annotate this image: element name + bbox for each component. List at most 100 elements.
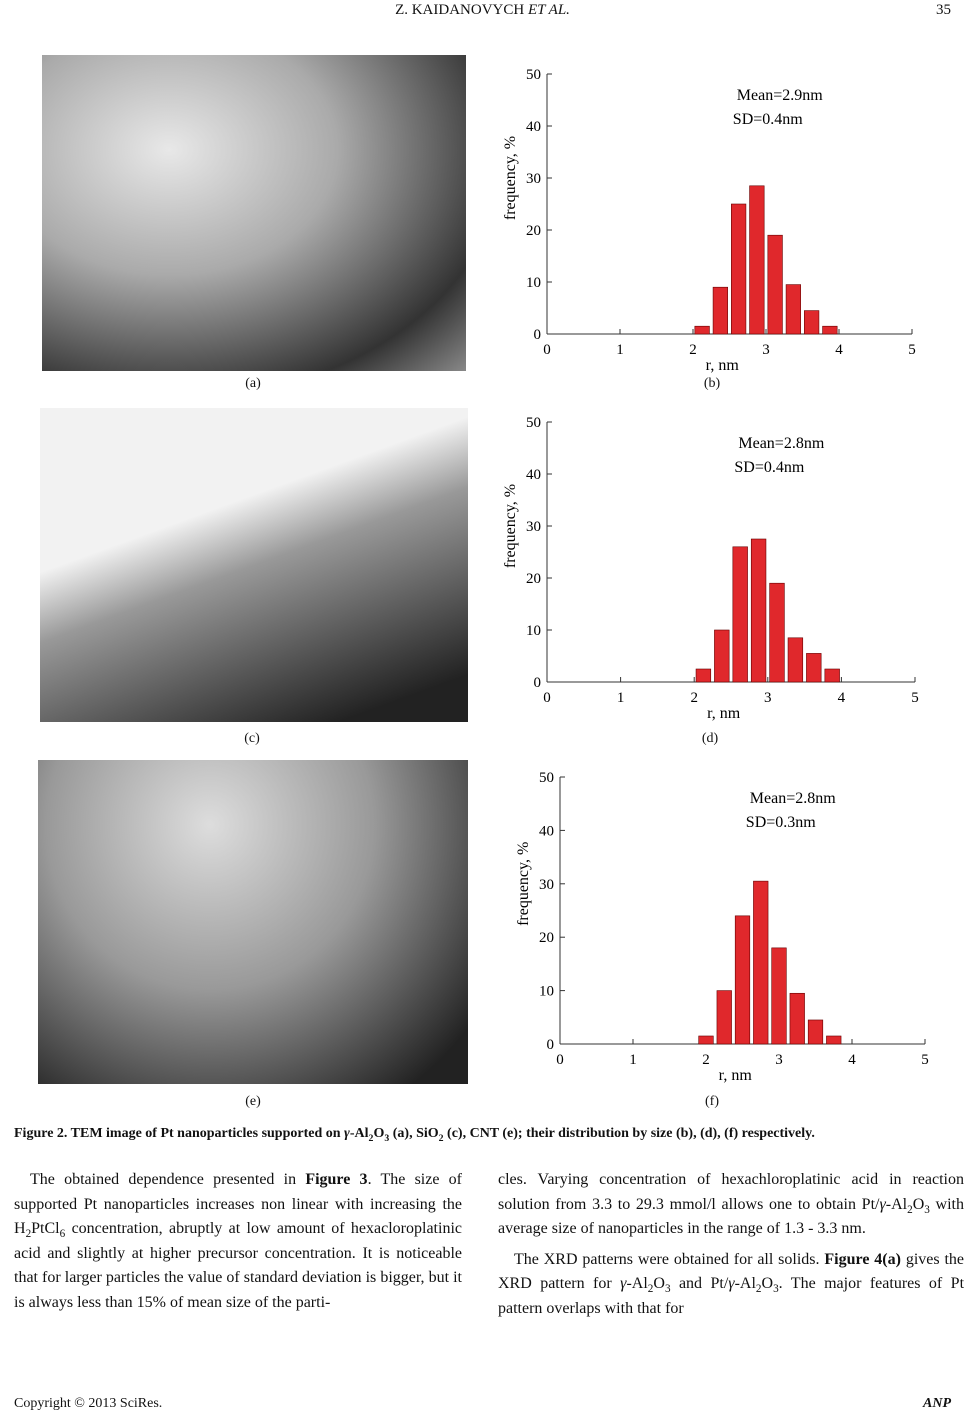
- bar: [712, 286, 728, 335]
- text-run: with average size of nanoparticles in th…: [498, 1195, 965, 1238]
- y-axis-label: frequency, %: [502, 136, 519, 220]
- bar: [822, 325, 838, 335]
- bar: [807, 1019, 824, 1045]
- text-run: Z. KAIDANOVYCH: [395, 2, 528, 18]
- text-run: 3: [384, 1132, 390, 1144]
- text-run: gives the XRD pattern for: [498, 1250, 965, 1293]
- y-tick-label: 0: [534, 327, 542, 343]
- y-axis-label: frequency, %: [515, 842, 532, 926]
- journal: ANP: [923, 1396, 951, 1411]
- y-tick-label: 40: [539, 823, 554, 839]
- annotation: Mean=2.9nm: [737, 87, 823, 104]
- panel-label: (f): [705, 1094, 719, 1109]
- annotation: SD=0.4nm: [733, 111, 803, 128]
- y-tick-label: 0: [547, 1037, 555, 1053]
- copyright: Copyright © 2013 SciRes.: [14, 1396, 163, 1411]
- text-run: O: [653, 1275, 665, 1292]
- text-run: O: [912, 1195, 925, 1213]
- x-tick-label: 3: [764, 690, 772, 706]
- page-number: 35: [936, 2, 951, 18]
- paragraph: cles. Varying concentration of hexachlor…: [498, 1168, 964, 1242]
- bar: [695, 668, 712, 683]
- text-run: γ: [728, 1275, 735, 1292]
- bar: [804, 310, 820, 335]
- text-run: 2: [647, 1283, 654, 1296]
- bar: [732, 546, 748, 683]
- y-axis-label: frequency, %: [502, 484, 519, 568]
- text-run: ET AL.: [527, 2, 570, 18]
- x-tick-label: 0: [543, 342, 551, 358]
- x-axis-label: r, nm: [719, 1067, 753, 1084]
- tem-image: [40, 408, 468, 722]
- y-tick-label: 30: [526, 171, 541, 187]
- text-run: Figure 2. TEM image of Pt nanoparticles …: [14, 1126, 345, 1141]
- y-tick-label: 10: [526, 623, 541, 639]
- bar: [750, 538, 767, 683]
- bar: [734, 915, 751, 1045]
- text-run: Figure 4(a): [824, 1250, 901, 1268]
- annotation: Mean=2.8nm: [738, 435, 824, 452]
- bar: [824, 668, 840, 683]
- y-tick-label: 20: [526, 571, 541, 587]
- text-run: cles. Varying concentration of hexachlor…: [498, 1171, 964, 1213]
- x-tick-label: 0: [556, 1052, 564, 1068]
- annotation: SD=0.3nm: [746, 814, 816, 831]
- x-tick-label: 4: [835, 342, 843, 358]
- bar: [767, 234, 783, 335]
- tem-image: [42, 55, 466, 371]
- x-axis-label: r, nm: [707, 705, 741, 722]
- text-run: . The size of supported Pt nanoparticles…: [14, 1171, 462, 1237]
- bar: [826, 1035, 842, 1045]
- bar: [753, 880, 769, 1045]
- text-run: O: [761, 1275, 774, 1292]
- x-tick-label: 4: [848, 1052, 856, 1068]
- text-run: 3: [924, 1203, 930, 1216]
- bar: [769, 582, 785, 683]
- y-tick-label: 0: [534, 675, 542, 691]
- y-tick-label: 50: [539, 770, 554, 786]
- text-run: The obtained dependence presented in: [30, 1171, 306, 1188]
- y-tick-label: 50: [526, 67, 541, 83]
- y-tick-label: 30: [539, 877, 554, 893]
- x-tick-label: 5: [908, 342, 916, 358]
- x-tick-label: 1: [616, 342, 624, 358]
- panel-label: (b): [703, 376, 721, 391]
- panel-label: (a): [245, 376, 261, 391]
- x-tick-label: 5: [911, 690, 919, 706]
- right-column: cles. Varying concentration of hexachlor…: [498, 1168, 964, 1321]
- bar: [789, 992, 805, 1045]
- figure-caption: Figure 2. TEM image of Pt nanoparticles …: [14, 1123, 952, 1145]
- text-run: 2: [907, 1203, 913, 1216]
- x-tick-label: 3: [775, 1052, 783, 1068]
- annotation: SD=0.4nm: [734, 459, 804, 476]
- y-tick-label: 10: [526, 275, 541, 291]
- histogram-chart: 0 10 20 30 40 50 0 1 2 3 4 5 r, nm frequency, % Mean=2…: [502, 67, 916, 374]
- bar: [714, 629, 730, 683]
- bar: [731, 203, 747, 335]
- text-run: Figure 3: [305, 1171, 368, 1188]
- text-run: (a), SiO: [389, 1126, 439, 1141]
- text-run: and Pt/: [670, 1275, 729, 1292]
- text-run: 2: [368, 1132, 374, 1144]
- x-tick-label: 5: [921, 1052, 929, 1068]
- panel-label: (e): [245, 1094, 261, 1109]
- tem-image: [38, 760, 468, 1084]
- text-run: concentration, abruptly at low amount of…: [14, 1220, 462, 1311]
- x-tick-label: 2: [690, 690, 698, 706]
- x-tick-label: 0: [543, 690, 551, 706]
- y-tick-label: 30: [526, 519, 541, 535]
- text-run: -Al: [626, 1275, 648, 1292]
- paragraph: The XRD patterns were obtained for all s…: [498, 1248, 964, 1322]
- x-tick-label: 2: [689, 342, 697, 358]
- paragraph: The obtained dependence presented in Fig…: [14, 1168, 462, 1315]
- y-tick-label: 20: [526, 223, 541, 239]
- text-run: O: [373, 1126, 385, 1141]
- text-run: 2: [755, 1283, 762, 1296]
- histogram-chart: 0 10 20 30 40 50 0 1 2 3 4 5 r, nm frequency, % Mean=2…: [515, 770, 929, 1084]
- text-run: -Al: [885, 1195, 908, 1213]
- text-run: The XRD patterns were obtained for all s…: [514, 1250, 825, 1268]
- bar: [771, 947, 787, 1045]
- text-run: γ: [879, 1195, 886, 1213]
- text-run: 2: [25, 1228, 32, 1241]
